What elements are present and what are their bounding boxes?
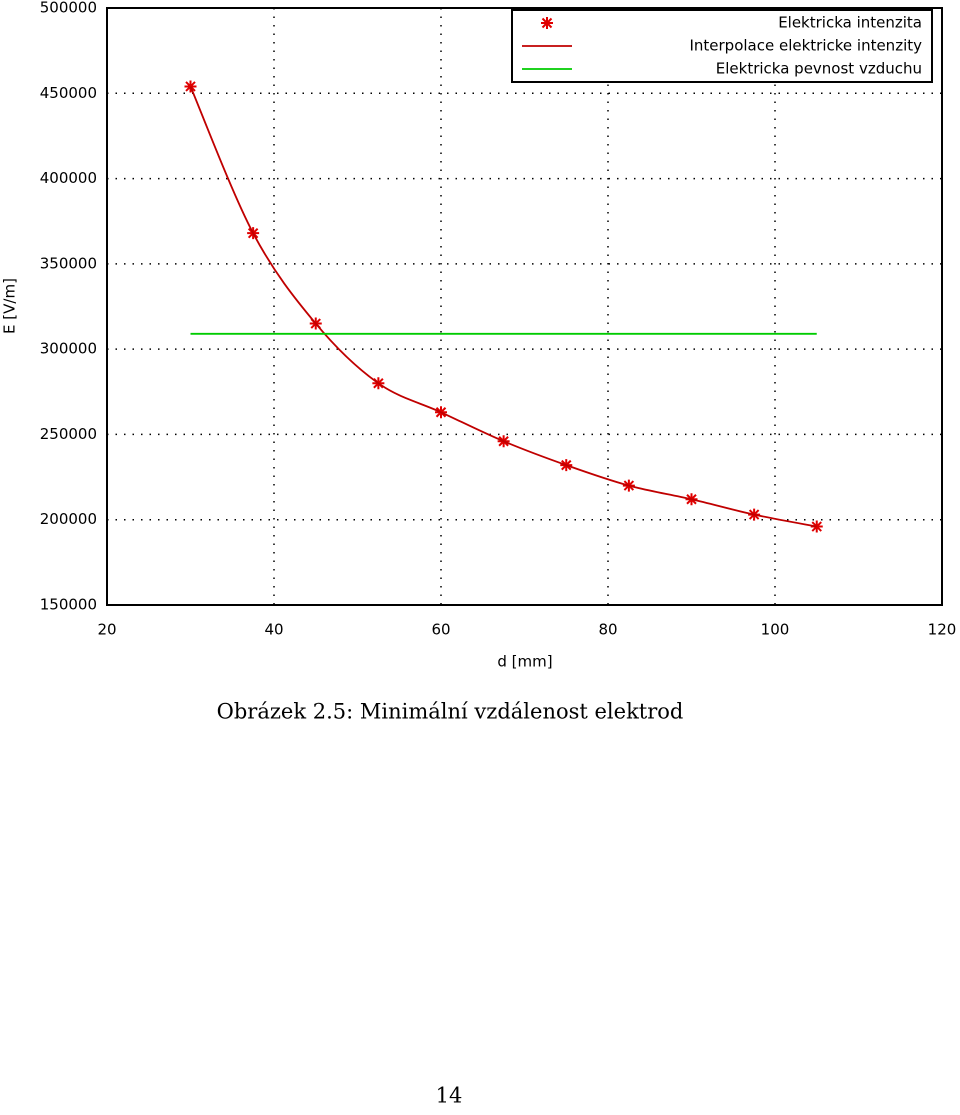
caption: Obrázek 2.5: Minimální vzdálenost elektr… <box>217 700 684 724</box>
x-tick-label: 60 <box>431 621 450 639</box>
legend-box <box>511 9 933 83</box>
star-shape <box>541 17 553 29</box>
legend-label: Elektricka pevnost vzduchu <box>716 60 922 78</box>
y-axis-label: E [V/m] <box>1 278 19 334</box>
y-tick-label: 500000 <box>40 0 97 17</box>
x-tick-label: 100 <box>761 621 790 639</box>
plot-frame <box>106 7 943 606</box>
x-axis-label: d [mm] <box>497 653 552 671</box>
y-tick-label: 250000 <box>40 425 97 443</box>
legend-label: Interpolace elektricke intenzity <box>689 37 922 55</box>
x-tick-label: 20 <box>97 621 116 639</box>
legend-label: Elektricka intenzita <box>778 14 922 32</box>
y-tick-label: 300000 <box>40 340 97 358</box>
page-number: 14 <box>436 1084 463 1108</box>
y-tick-label: 200000 <box>40 510 97 528</box>
x-tick-label: 80 <box>598 621 617 639</box>
y-tick-label: 150000 <box>40 596 97 614</box>
y-tick-label: 350000 <box>40 254 97 272</box>
series-line <box>189 86 817 528</box>
x-tick-label: 40 <box>264 621 283 639</box>
y-tick-label: 450000 <box>40 84 97 102</box>
x-tick-label: 120 <box>928 621 957 639</box>
y-tick-label: 400000 <box>40 169 97 187</box>
legend-marker <box>541 17 553 29</box>
